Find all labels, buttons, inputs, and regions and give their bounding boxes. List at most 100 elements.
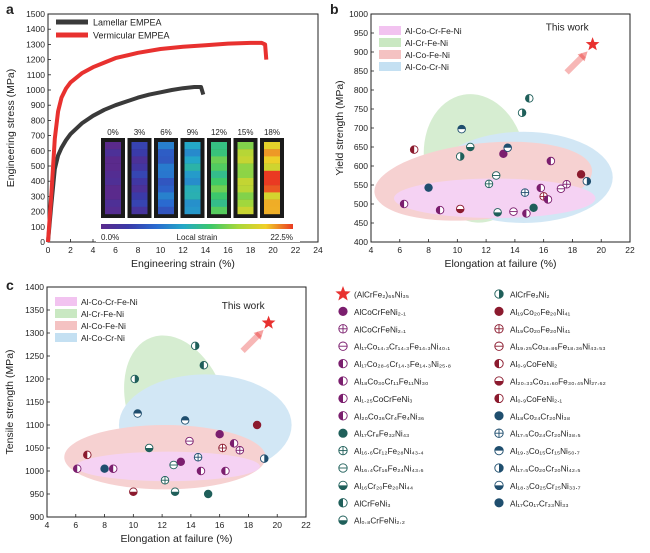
a-inset-strain-cell (211, 192, 227, 200)
b-legend-swatch (379, 38, 401, 47)
a-inset-strain-cell (131, 178, 148, 186)
marker-half-fill (195, 342, 200, 350)
a-inset-strain-cell (237, 206, 254, 215)
marker-half-fill (181, 416, 189, 421)
a-x-tick-label: 2 (68, 245, 73, 255)
a-inset-strain-cell (105, 199, 121, 207)
a-series-line-lamellar (46, 85, 206, 243)
c-data-point (180, 416, 190, 425)
b-data-point (499, 149, 508, 159)
composition-label: Al₁₇.₅Co₂₀Cr₂₀Ni₄₂.₅ (510, 465, 581, 474)
a-y-tick-label: 1500 (26, 9, 45, 19)
b-region-ellipse (394, 178, 596, 219)
composition-marker (338, 515, 348, 525)
a-inset-strain-cell (237, 149, 254, 157)
c-data-point (215, 430, 224, 439)
c-y-tick-label: 1150 (26, 397, 45, 407)
a-x-tick-label: 8 (136, 245, 141, 255)
marker-half-fill (499, 289, 504, 299)
b-data-point (529, 203, 538, 212)
composition-label: Al₁₇Co₁₇Cr₃₃Ni₃₃ (510, 499, 569, 508)
b-annotation-arrow (564, 53, 586, 75)
composition-marker (338, 358, 348, 369)
c-data-point (160, 475, 170, 485)
composition-label: Al₁₉.₃Co₁₅Cr₁₅Ni₅₀.₇ (510, 447, 580, 456)
marker-half-fill (230, 439, 235, 448)
c-legend-swatch (55, 333, 77, 342)
c-legend-swatch (55, 297, 77, 306)
a-y-tick-label: 1400 (26, 24, 45, 34)
a-inset-strain-cell (131, 192, 148, 200)
composition-label: Al₁₉Co₂₀Fe₂₀Ni₄₁ (510, 308, 571, 317)
marker-half-fill (338, 411, 343, 420)
b-y-tick-label: 1000 (349, 9, 368, 19)
a-inset-strain-cell (211, 142, 227, 150)
b-data-point (525, 94, 534, 103)
b-x-tick-label: 10 (453, 245, 463, 255)
marker-half-fill (456, 208, 465, 213)
b-data-point (457, 124, 466, 134)
c-data-point (144, 443, 154, 453)
a-inset-strain-cell (264, 185, 280, 193)
b-legend-swatch (379, 62, 401, 71)
a-y-tick-label: 200 (31, 207, 45, 217)
marker-half-fill (338, 394, 343, 403)
a-inset-strain-cell (237, 156, 254, 164)
b-x-tick-label: 22 (625, 245, 635, 255)
marker-half-fill (264, 454, 269, 463)
a-x-tick-label: 0 (46, 245, 51, 255)
a-inset-strain-cell (264, 156, 280, 164)
a-inset-strain-cell (184, 206, 201, 215)
marker-half-fill (494, 446, 504, 451)
composition-marker (335, 286, 351, 301)
b-y-axis-label: Yield strength (MPa) (334, 80, 346, 175)
c-legend-swatch (55, 309, 77, 318)
marker-fill (494, 306, 504, 316)
a-inset-strain-cell (105, 178, 121, 186)
marker-half-fill (544, 195, 548, 204)
b-data-point (562, 179, 571, 189)
c-x-tick-label: 4 (45, 520, 50, 530)
b-y-tick-label: 750 (354, 104, 368, 114)
a-y-tick-label: 300 (31, 191, 45, 201)
c-data-point (176, 457, 186, 466)
a-colorbar (101, 224, 293, 229)
b-x-axis-label: Elongation at failure (%) (444, 258, 556, 270)
a-inset-strain-cell (184, 178, 201, 186)
c-data-point (218, 443, 227, 453)
composition-marker (338, 480, 348, 491)
a-y-tick-label: 1300 (26, 39, 45, 49)
b-data-point (517, 108, 527, 118)
marker-half-fill (338, 376, 343, 386)
marker-half-fill (410, 145, 415, 154)
a-inset-strain-cell (131, 170, 148, 179)
b-x-tick-label: 4 (369, 245, 374, 255)
c-y-tick-label: 900 (30, 512, 44, 522)
a-inset-strain-cell (237, 170, 254, 179)
a-inset-strain-cell (237, 185, 254, 193)
c-region-ellipse (75, 451, 260, 482)
c-y-tick-label: 1000 (25, 466, 44, 476)
a-x-tick-label: 22 (291, 245, 301, 255)
marker-fill (529, 203, 538, 212)
a-y-tick-label: 1000 (26, 85, 45, 95)
composition-label: Al₁₇.₅Co₂₄Cr₂₀Ni₃₈.₅ (510, 430, 581, 439)
a-x-axis-label: Engineering strain (%) (131, 258, 235, 270)
a-y-tick-label: 900 (31, 100, 45, 110)
b-legend-label: Al-Co-Fe-Ni (405, 50, 450, 60)
composition-label: Al₁₆.₄Cr₁₆Fe₂₄Ni₄₃.₆ (354, 465, 424, 474)
a-inset-strain-label: 3% (134, 128, 146, 137)
composition-marker (338, 498, 348, 508)
marker-half-fill (400, 200, 405, 208)
a-inset-strain-cell (264, 163, 280, 171)
marker-half-fill (494, 485, 504, 490)
composition-marker (494, 498, 504, 508)
a-x-tick-label: 12 (178, 245, 188, 255)
a-inset-strain-cell (131, 142, 148, 150)
c-data-point (133, 409, 142, 418)
b-legend-swatch (379, 50, 401, 59)
a-inset-strain-label: 0% (107, 128, 119, 137)
c-y-tick-label: 1350 (25, 305, 44, 315)
c-x-tick-label: 6 (73, 520, 78, 530)
